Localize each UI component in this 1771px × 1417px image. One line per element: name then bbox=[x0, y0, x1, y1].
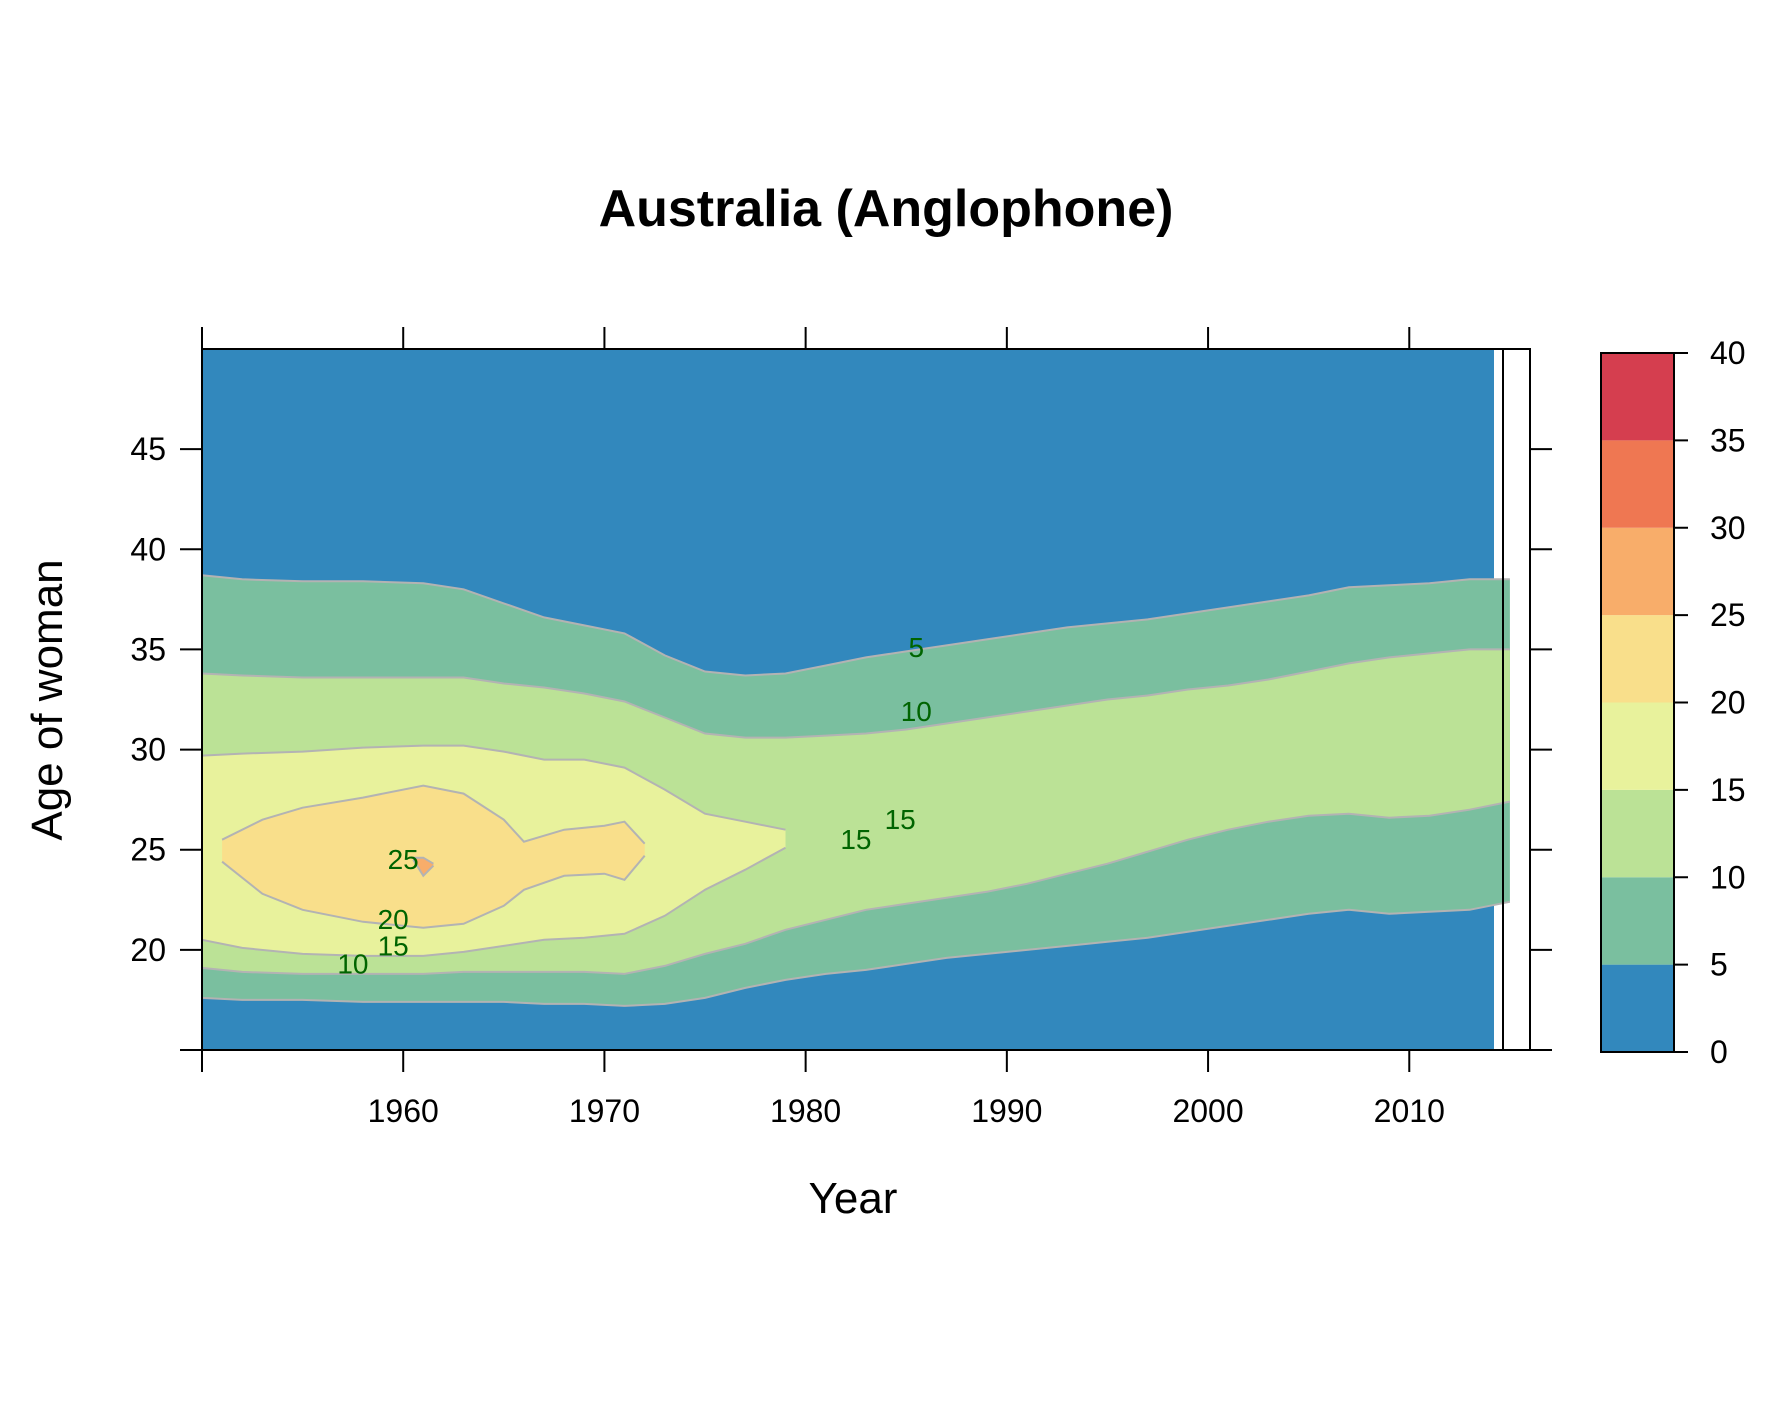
contour-label: 5 bbox=[909, 632, 925, 663]
y-axis: 20 25 30 35 40 45 bbox=[130, 431, 1552, 1051]
x-tick-label: 2010 bbox=[1374, 1093, 1445, 1129]
y-tick-label: 45 bbox=[130, 431, 166, 467]
contour-label: 10 bbox=[337, 948, 368, 979]
colorkey-swatch bbox=[1601, 877, 1674, 965]
contour-20-lower bbox=[221, 855, 646, 929]
x-axis: 1960 1970 1980 1990 2000 2010 bbox=[201, 327, 1445, 1129]
colorkey-swatch bbox=[1601, 440, 1674, 528]
x-tick-label: 1980 bbox=[770, 1093, 841, 1129]
x-tick-label: 1970 bbox=[569, 1093, 640, 1129]
y-axis-title: Age of woman bbox=[23, 559, 72, 840]
contour-5-upper bbox=[201, 574, 1510, 677]
colorkey-tick-label: 0 bbox=[1710, 1034, 1728, 1070]
color-key: 0 5 10 15 20 25 30 35 40 bbox=[1600, 335, 1746, 1070]
contour-25-upper bbox=[413, 856, 434, 865]
colorkey-swatch bbox=[1601, 702, 1674, 790]
contour-label: 25 bbox=[388, 844, 419, 875]
heatmap-bands bbox=[202, 575, 1510, 1006]
contour-10-lower bbox=[201, 800, 1511, 975]
colorkey-swatch bbox=[1601, 789, 1674, 878]
band-level-20 bbox=[222, 785, 645, 928]
contour-15-lower bbox=[201, 846, 786, 957]
y-tick-label: 25 bbox=[130, 832, 166, 868]
y-tick-label: 40 bbox=[130, 531, 166, 567]
contour-label: 15 bbox=[885, 804, 916, 835]
colorkey-tick-label: 10 bbox=[1710, 859, 1746, 895]
contour-5-lower bbox=[201, 900, 1511, 1007]
colorkey-swatch bbox=[1601, 615, 1674, 703]
contour-label: 15 bbox=[840, 824, 871, 855]
colorkey-tick-label: 5 bbox=[1710, 947, 1728, 983]
contour-label: 20 bbox=[378, 904, 409, 935]
contour-label: 10 bbox=[901, 696, 932, 727]
x-tick-label: 1990 bbox=[971, 1093, 1042, 1129]
colorkey-swatch bbox=[1601, 964, 1674, 1052]
colorkey-tick-label: 25 bbox=[1710, 597, 1746, 633]
contour-lines bbox=[201, 574, 1511, 1007]
x-axis-title: Year bbox=[809, 1174, 898, 1223]
plot-frame bbox=[201, 348, 1531, 1051]
contour-15-upper bbox=[201, 744, 786, 831]
x-tick-label: 1960 bbox=[368, 1093, 439, 1129]
colorkey-tick-label: 40 bbox=[1710, 335, 1746, 371]
colorkey-swatch bbox=[1601, 527, 1674, 616]
y-tick-label: 30 bbox=[130, 732, 166, 768]
colorkey-tick-label: 15 bbox=[1710, 772, 1746, 808]
colorkey-tick-label: 35 bbox=[1710, 422, 1746, 458]
colorkey-swatch bbox=[1601, 353, 1674, 441]
y-tick-label: 35 bbox=[130, 631, 166, 667]
y-tick-label: 20 bbox=[130, 932, 166, 968]
contour-25-lower bbox=[412, 859, 435, 878]
chart-title: Australia (Anglophone) bbox=[599, 180, 1174, 238]
colorkey-tick-label: 30 bbox=[1710, 510, 1746, 546]
contour-20-upper bbox=[221, 784, 646, 845]
contour-label: 15 bbox=[378, 930, 409, 961]
contour-10-upper bbox=[201, 648, 1510, 739]
band-level-25 bbox=[413, 857, 434, 876]
colorkey-tick-label: 20 bbox=[1710, 685, 1746, 721]
x-tick-label: 2000 bbox=[1172, 1093, 1243, 1129]
